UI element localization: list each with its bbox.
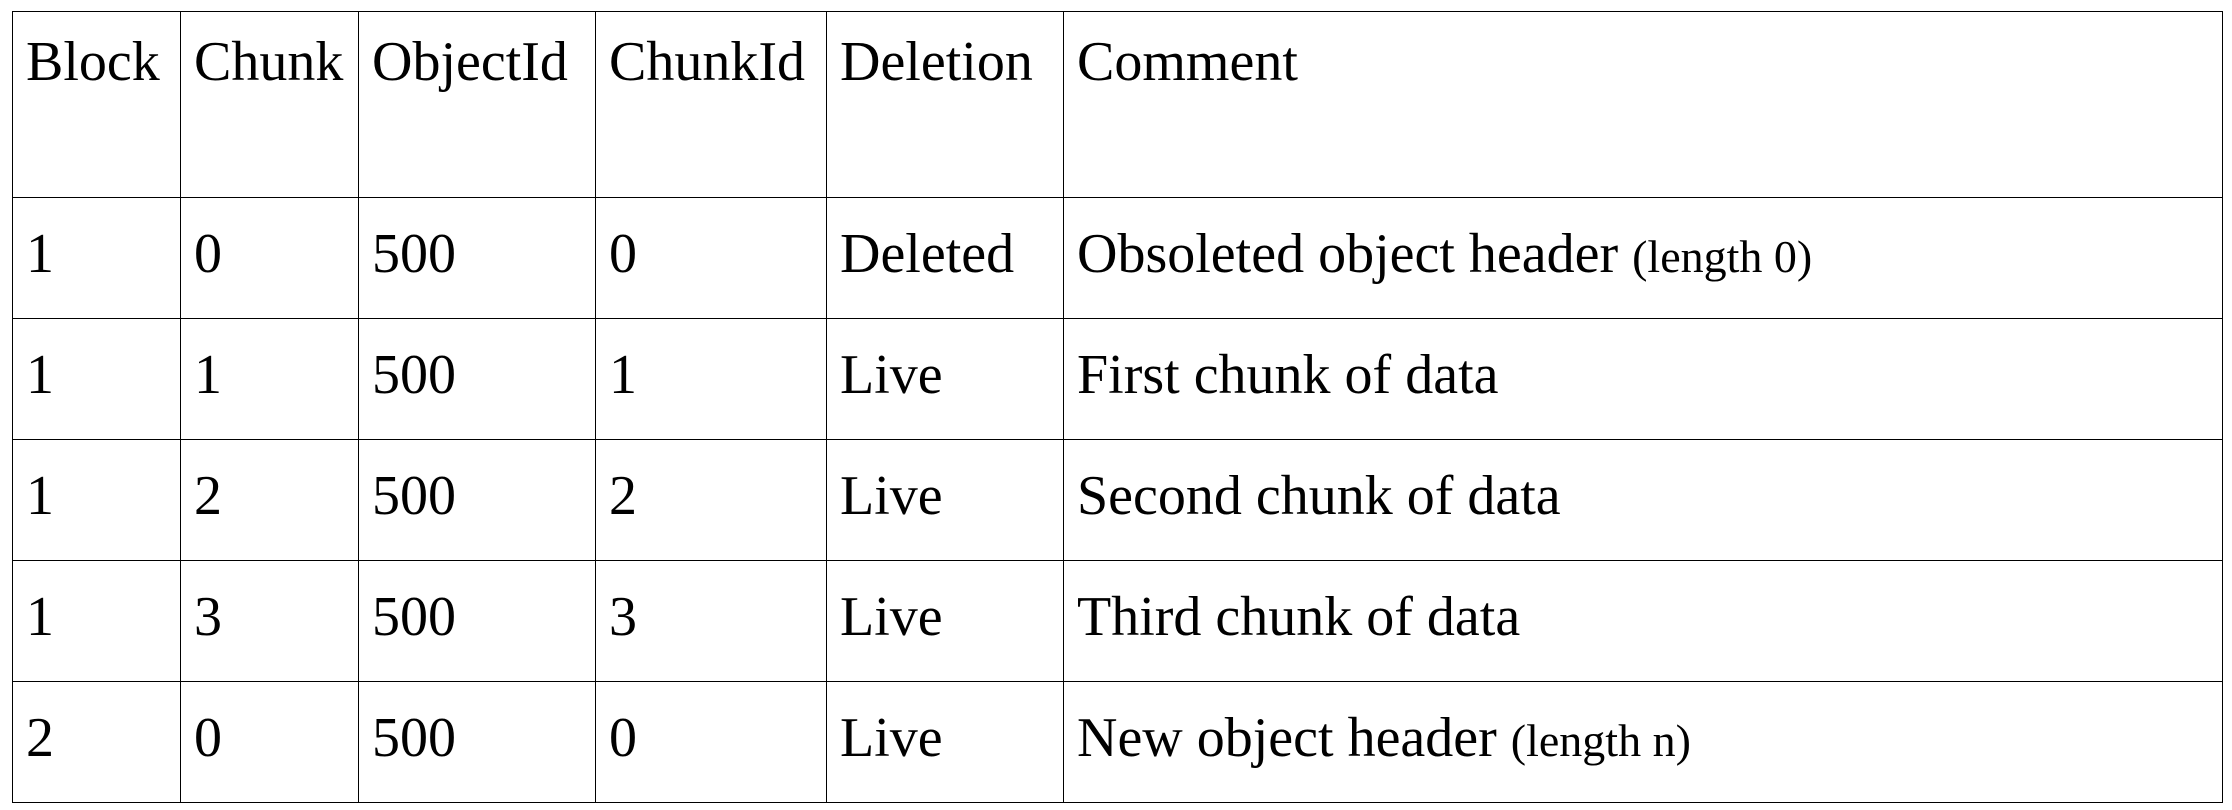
cell-object-id: 500 [358,560,596,682]
comment-text: First chunk of data [1077,344,1499,406]
cell-block: 1 [12,560,181,682]
cell-block: 1 [12,439,181,561]
cell-comment: Second chunk of data [1063,439,2223,561]
cell-chunk-id: 0 [595,681,827,803]
table-row: 1 2 500 2 Live Second chunk of data [12,439,2223,561]
cell-deletion: Deleted [826,197,1064,319]
table-header: Block Chunk ObjectId ChunkId Deletion Co… [12,11,2223,198]
cell-chunk-id: 0 [595,197,827,319]
cell-comment: First chunk of data [1063,318,2223,440]
comment-text: Obsoleted object header [1077,223,1619,285]
table-row: 2 0 500 0 Live New object header (length… [12,681,2223,803]
cell-chunk: 1 [180,318,359,440]
header-object-id: ObjectId [358,11,596,198]
comment-text: Second chunk of data [1077,465,1561,527]
header-deletion: Deletion [826,11,1064,198]
cell-object-id: 500 [358,439,596,561]
comment-text: Third chunk of data [1077,586,1521,648]
table-row: 1 0 500 0 Deleted Obsoleted object heade… [12,197,2223,319]
header-row: Block Chunk ObjectId ChunkId Deletion Co… [12,11,2223,198]
table-row: 1 1 500 1 Live First chunk of data [12,318,2223,440]
cell-chunk-id: 3 [595,560,827,682]
cell-object-id: 500 [358,318,596,440]
comment-note: (length n) [1510,715,1691,766]
cell-block: 1 [12,318,181,440]
cell-deletion: Live [826,318,1064,440]
table-row: 1 3 500 3 Live Third chunk of data [12,560,2223,682]
cell-comment: Third chunk of data [1063,560,2223,682]
header-block: Block [12,11,181,198]
cell-object-id: 500 [358,681,596,803]
cell-deletion: Live [826,681,1064,803]
cell-chunk: 2 [180,439,359,561]
cell-chunk-id: 1 [595,318,827,440]
comment-note: (length 0) [1632,231,1813,282]
header-comment: Comment [1063,11,2223,198]
header-chunk-id: ChunkId [595,11,827,198]
cell-chunk: 0 [180,681,359,803]
header-chunk: Chunk [180,11,359,198]
cell-comment: Obsoleted object header (length 0) [1063,197,2223,319]
cell-block: 1 [12,197,181,319]
cell-chunk: 3 [180,560,359,682]
cell-chunk-id: 2 [595,439,827,561]
comment-text: New object header [1077,707,1497,769]
cell-comment: New object header (length n) [1063,681,2223,803]
cell-object-id: 500 [358,197,596,319]
table-body: 1 0 500 0 Deleted Obsoleted object heade… [12,197,2223,803]
cell-deletion: Live [826,560,1064,682]
cell-chunk: 0 [180,197,359,319]
chunk-table: Block Chunk ObjectId ChunkId Deletion Co… [12,11,2223,803]
cell-block: 2 [12,681,181,803]
cell-deletion: Live [826,439,1064,561]
